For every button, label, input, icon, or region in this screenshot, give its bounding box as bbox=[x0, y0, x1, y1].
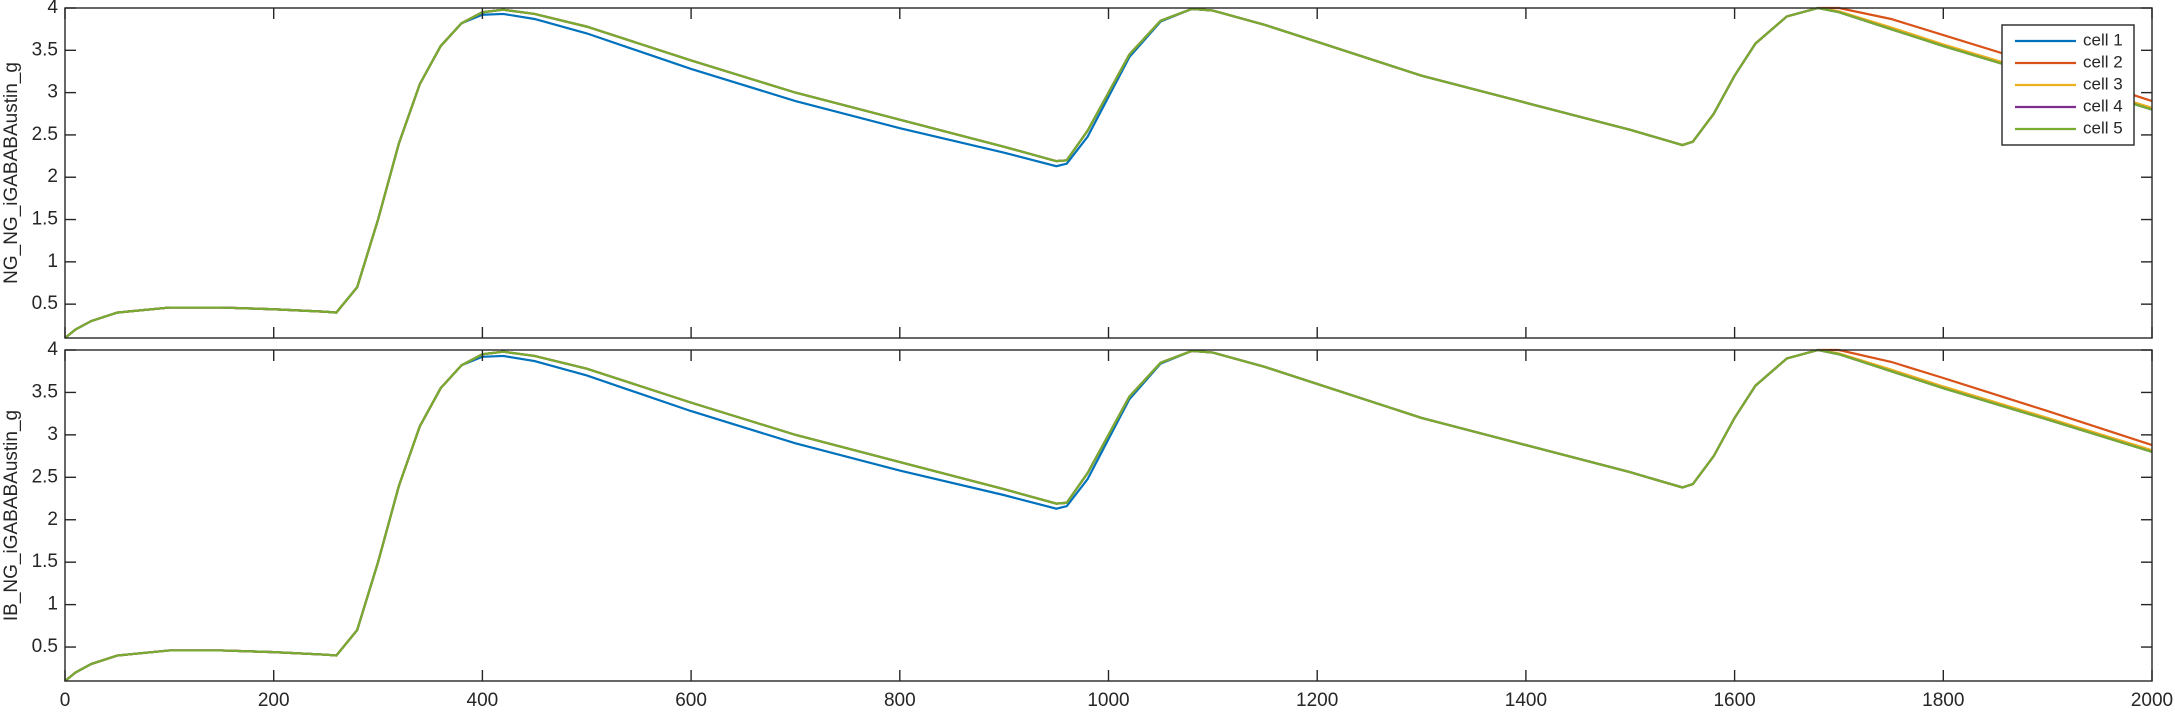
legend-label: cell 4 bbox=[2083, 96, 2123, 115]
axes-box bbox=[64, 7, 2153, 339]
y-tick-label: 1 bbox=[47, 594, 58, 615]
y-tick-label: 1 bbox=[47, 251, 58, 272]
y-tick-label: 2 bbox=[47, 166, 58, 187]
x-tick-label: 600 bbox=[675, 690, 707, 711]
y-tick-label: 1.5 bbox=[32, 209, 58, 230]
legend-label: cell 5 bbox=[2083, 118, 2123, 137]
y-tick-label: 3 bbox=[47, 82, 58, 103]
series-line bbox=[64, 348, 2153, 682]
x-tick-label: 1800 bbox=[1922, 690, 1964, 711]
series-line bbox=[64, 6, 2153, 339]
series-line bbox=[64, 6, 2153, 339]
x-tick-label: 2000 bbox=[2131, 690, 2173, 711]
y-axis-label: IB_NG_iGABABAustin_g bbox=[1, 410, 22, 621]
x-tick-label: 1000 bbox=[1087, 690, 1129, 711]
y-tick-label: 4 bbox=[47, 339, 58, 360]
x-tick-label: 1400 bbox=[1505, 690, 1547, 711]
legend: cell 1 cell 2 cell 3 cell 4 cell 5 bbox=[2001, 24, 2135, 146]
y-tick-label: 0.5 bbox=[32, 293, 58, 314]
x-tick-label: 200 bbox=[258, 690, 290, 711]
legend-label: cell 1 bbox=[2083, 30, 2123, 49]
y-tick-label: 3 bbox=[47, 424, 58, 445]
y-tick-label: 2.5 bbox=[32, 124, 58, 145]
series-line bbox=[64, 348, 2153, 682]
x-tick-label: 0 bbox=[60, 690, 71, 711]
series-line bbox=[64, 6, 2153, 339]
series-line bbox=[64, 348, 2153, 682]
y-tick-label: 3.5 bbox=[32, 39, 58, 60]
series-line bbox=[64, 6, 2153, 339]
y-tick-label: 2.5 bbox=[32, 466, 58, 487]
y-tick-label: 0.5 bbox=[32, 636, 58, 657]
legend-label: cell 3 bbox=[2083, 74, 2123, 93]
x-tick-label: 400 bbox=[467, 690, 499, 711]
y-axis-label: NG_NG_iGABABAustin_g bbox=[1, 62, 22, 284]
x-tick-label: 1600 bbox=[1713, 690, 1755, 711]
series-line bbox=[64, 348, 2153, 682]
series-line bbox=[64, 6, 2153, 339]
series-line bbox=[64, 348, 2153, 682]
x-tick-label: 800 bbox=[884, 690, 916, 711]
y-tick-label: 1.5 bbox=[32, 551, 58, 572]
axes-box bbox=[64, 349, 2153, 682]
legend-label: cell 2 bbox=[2083, 52, 2123, 71]
y-tick-label: 2 bbox=[47, 509, 58, 530]
y-tick-label: 4 bbox=[47, 0, 58, 18]
y-tick-label: 3.5 bbox=[32, 381, 58, 402]
x-tick-label: 1200 bbox=[1296, 690, 1338, 711]
